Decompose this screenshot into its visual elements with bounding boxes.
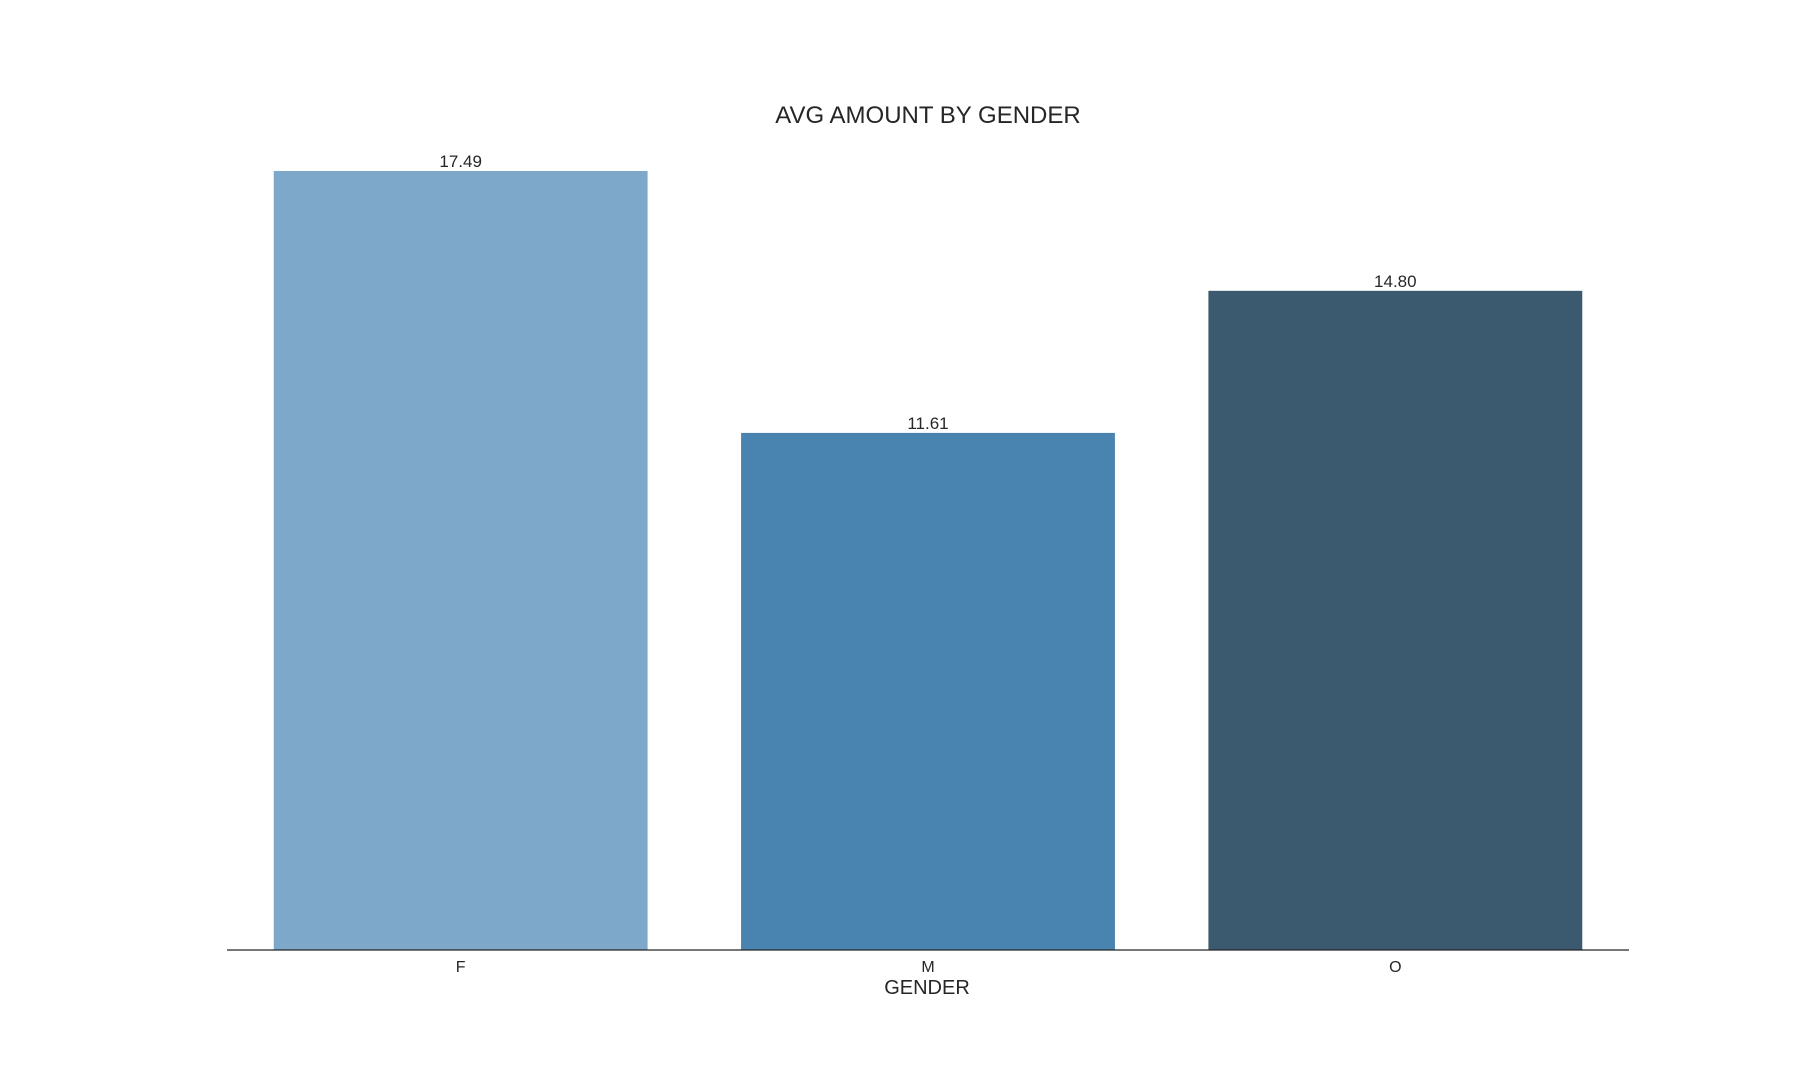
data-label-o: 14.80 [1374, 272, 1417, 291]
bar-m [741, 432, 1115, 950]
bar-f [273, 171, 648, 950]
x-axis-label: GENDER [884, 977, 970, 999]
data-labels-group: 17.49 11.61 14.80 [439, 152, 1416, 433]
data-label-m: 11.61 [907, 414, 948, 433]
x-tick-label-f: F [456, 959, 466, 976]
chart-title: AVG AMOUNT BY GENDER [775, 102, 1080, 129]
x-tick-label-m: M [921, 959, 934, 976]
x-tick-label-o: O [1389, 959, 1401, 976]
bars-group [273, 171, 1583, 950]
data-label-f: 17.49 [439, 152, 482, 171]
bar-o [1208, 290, 1583, 950]
